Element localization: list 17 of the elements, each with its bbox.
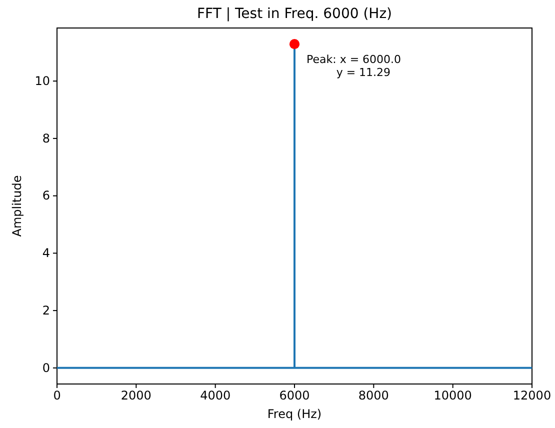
y-tick-label: 6 (42, 188, 50, 203)
x-axis-title: Freq (Hz) (267, 407, 322, 421)
y-axis-title: Amplitude (10, 175, 24, 237)
annotation: Peak: x = 6000.0 y = 11.29 (306, 53, 402, 80)
x-tick-label: 2000 (120, 388, 152, 403)
x-tick-label: 10000 (434, 388, 472, 403)
y-tick-label: 2 (42, 303, 50, 318)
chart-title: FFT | Test in Freq. 6000 (Hz) (196, 6, 392, 22)
y-tick-label: 4 (42, 246, 50, 260)
x-tick-label: 6000 (279, 388, 310, 403)
y-tick-label: 0 (42, 360, 50, 375)
y-tick-label: 10 (34, 74, 50, 88)
x-tick-label: 0 (53, 388, 61, 403)
y-tick-label: 8 (42, 131, 50, 146)
x-tick-label: 4000 (200, 388, 231, 403)
x-tick-label: 12000 (512, 388, 552, 403)
x-tick-label: 8000 (358, 388, 389, 403)
